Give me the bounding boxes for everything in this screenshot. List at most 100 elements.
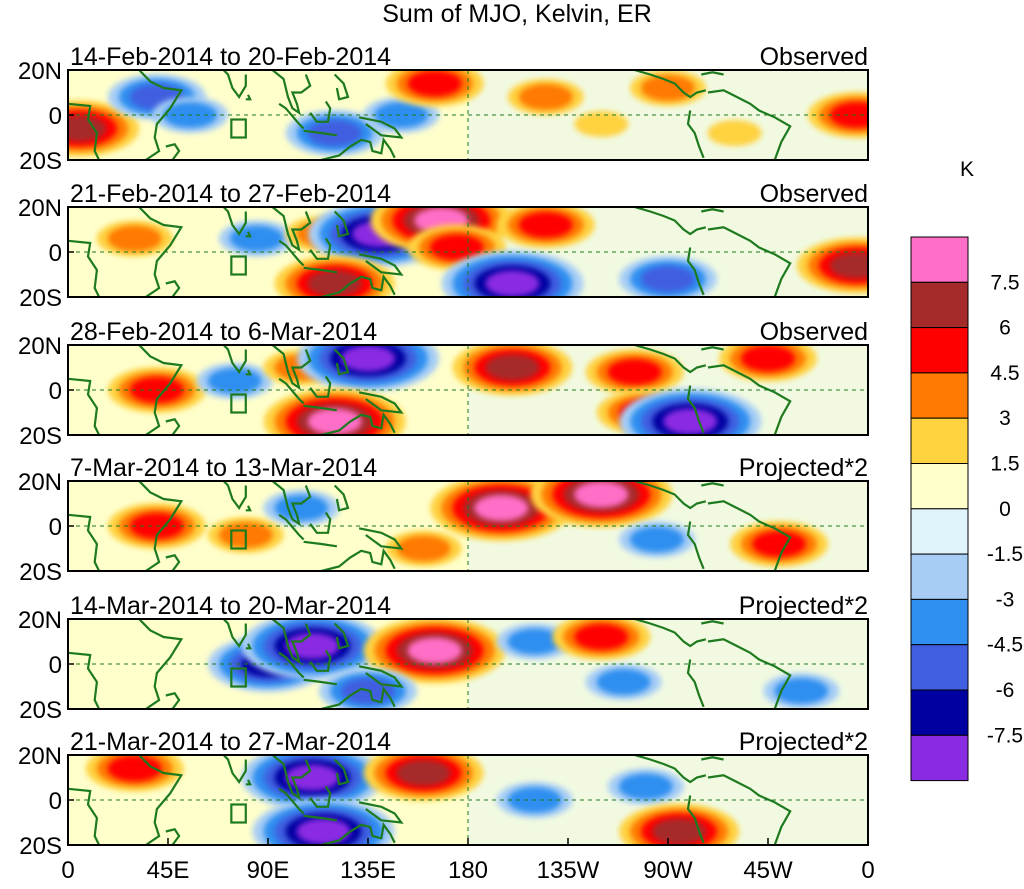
coastline [321,822,396,845]
coastline [68,651,101,709]
coastline [194,70,247,99]
y-tick-label: 20N [18,195,62,222]
colorbar-label: 3 [999,407,1011,430]
coastlines [68,66,792,160]
coastline [194,481,247,510]
anomaly-contour [518,212,573,238]
anomaly-contour [741,345,795,372]
x-axis: 0 45E 90E 135E 180 135W 90W 45W 0 [61,838,875,884]
colorbar-swatch [910,327,969,374]
anomaly-contour [229,225,284,252]
coastline [358,801,404,824]
coastline [271,481,312,527]
anomaly-contour [629,526,684,553]
anomaly-contour [652,818,707,845]
coastline [68,102,101,160]
y-tick-label: 20N [18,607,62,634]
coastline [358,253,404,276]
coastline [333,484,350,512]
panel-status: Observed [760,318,868,346]
coastline [271,619,312,665]
coastline [701,756,724,761]
colorbar-swatch [910,236,969,283]
colorbar-label: 1.5 [990,453,1019,476]
y-tick-label: 0 [49,652,62,679]
anomaly-contour [374,102,429,128]
coastlines [68,207,792,297]
coastline [303,678,338,686]
coastline [138,70,184,160]
coastline [303,404,338,412]
anomaly-contour [307,270,362,297]
y-tick-label: 20N [18,743,62,770]
coastline [321,412,396,435]
coastline [194,345,247,374]
colorbar-unit: K [960,158,974,181]
anomaly-contour [829,252,868,279]
colorbar-label: -4.5 [987,634,1023,657]
coastline [303,814,338,822]
coastline [634,207,707,236]
x-tick-label: 135W [537,857,600,884]
coastline [165,280,181,297]
anomaly-contour [341,345,395,372]
colorbar-swatch [910,463,969,510]
x-tick-label: 0 [61,857,74,884]
region-box [230,667,247,688]
coastline [321,274,396,297]
y-tick-label: 20S [19,148,62,175]
coastline [681,66,692,68]
coastline [68,239,101,297]
anomaly-contour [596,669,651,695]
coastline [68,377,101,435]
anomaly-contour [296,818,351,845]
y-tick-label: 20S [19,423,62,450]
coastline [634,619,707,648]
y-tick-label: 20S [19,833,62,860]
coastline [707,638,792,709]
colorbar-swatch [910,644,969,691]
coastline [634,481,707,510]
colorbar-label: -6 [996,679,1015,702]
coastline [686,659,705,708]
coastline [681,477,692,479]
coastline [333,758,350,786]
coastline [309,511,332,534]
coastline [701,482,724,487]
anomaly-contour [485,354,540,381]
coastline [333,210,350,238]
region-box [230,118,247,139]
colorbar-label: 4.5 [990,362,1019,385]
panel-status: Projected*2 [739,728,868,756]
panel-status: Projected*2 [739,454,868,482]
x-tick-label: 90W [643,857,693,884]
panel-date-range: 14-Mar-2014 to 20-Mar-2014 [70,592,391,620]
coastline [194,619,247,648]
coastline [681,615,692,617]
y-tick-label: 20S [19,697,62,724]
coastline [278,651,305,679]
coastline [358,527,404,550]
coastline [271,755,312,801]
coastlines [68,755,792,845]
panel-date-range: 28-Feb-2014 to 6-Mar-2014 [70,318,377,346]
coastlines [68,615,792,709]
panel: 7-Mar-2014 to 13-Mar-2014 Projected*2 20N 0… [18,454,869,586]
anomaly-contour [752,531,807,557]
colorbar-swatch [910,689,969,736]
colorbar: K 7.5 6 4.5 3 1.5 0 -1.5 -3 -4.5 -6 -7.5 [910,158,1023,782]
colorbar-label: 0 [999,498,1011,521]
coastline [701,620,724,625]
coastline [271,207,312,253]
anomaly-field [96,207,868,297]
coastline [271,345,312,391]
coastline [321,686,396,709]
coastline [358,116,404,139]
panel-status: Projected*2 [739,592,868,620]
anomaly-contour [107,225,162,252]
anomaly-contour [396,535,451,562]
coastlines [68,345,792,435]
coastline [245,779,252,786]
anomaly-contour [641,266,695,292]
